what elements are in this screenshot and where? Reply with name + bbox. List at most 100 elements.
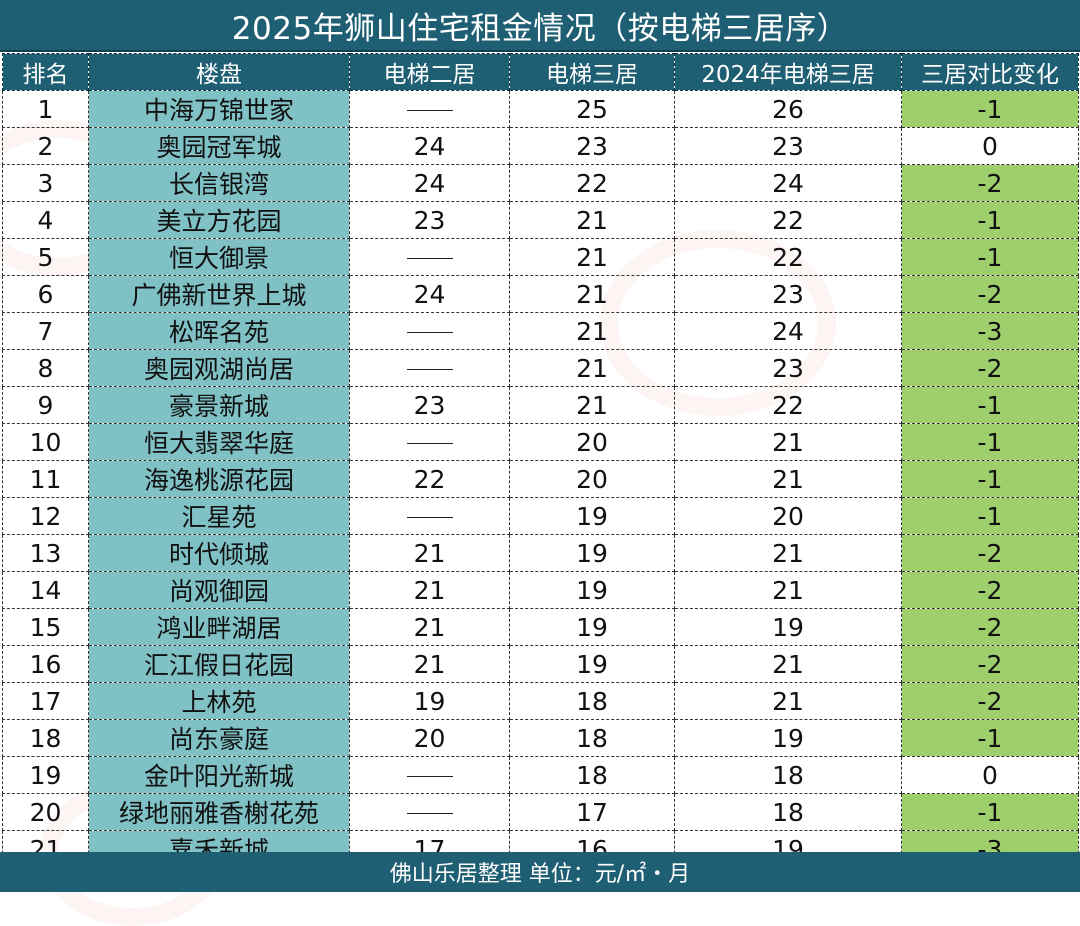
two-bedroom-cell: 20	[349, 719, 510, 757]
three-bedroom-cell: 19	[509, 608, 675, 646]
rank-cell: 3	[2, 164, 89, 202]
name-cell: 恒大御景	[88, 238, 350, 276]
table-row: 18 尚东豪庭 20 18 19 -1	[2, 719, 1079, 757]
rank-cell: 17	[2, 682, 89, 720]
change-cell: -2	[901, 164, 1079, 202]
rank-cell: 18	[2, 719, 89, 757]
three-bedroom-cell: 18	[509, 719, 675, 757]
empty-dash	[406, 332, 453, 333]
prev-three-bedroom-cell: 19	[674, 719, 902, 757]
three-bedroom-cell: 21	[509, 312, 675, 350]
table-row: 4 美立方花园 23 21 22 -1	[2, 201, 1079, 239]
table-row: 7 松晖名苑 21 24 -3	[2, 312, 1079, 350]
table-row: 10 恒大翡翠华庭 20 21 -1	[2, 423, 1079, 461]
prev-three-bedroom-cell: 22	[674, 386, 902, 424]
rank-cell: 6	[2, 275, 89, 313]
table-row: 9 豪景新城 23 21 22 -1	[2, 386, 1079, 424]
header-two-bedroom: 电梯二居	[349, 53, 510, 91]
change-cell: -1	[901, 719, 1079, 757]
name-cell: 美立方花园	[88, 201, 350, 239]
empty-dash	[406, 813, 453, 814]
three-bedroom-cell: 18	[509, 756, 675, 794]
change-cell: -1	[901, 90, 1079, 128]
change-cell: -1	[901, 460, 1079, 498]
rank-cell: 4	[2, 201, 89, 239]
change-cell: -2	[901, 534, 1079, 572]
table-row: 20 绿地丽雅香榭花苑 17 18 -1	[2, 793, 1079, 831]
two-bedroom-cell	[349, 793, 510, 831]
table-row: 11 海逸桃源花园 22 20 21 -1	[2, 460, 1079, 498]
three-bedroom-cell: 21	[509, 201, 675, 239]
prev-three-bedroom-cell: 18	[674, 793, 902, 831]
two-bedroom-cell: 21	[349, 645, 510, 683]
prev-three-bedroom-cell: 22	[674, 201, 902, 239]
table-row: 6 广佛新世界上城 24 21 23 -2	[2, 275, 1079, 313]
two-bedroom-cell: 24	[349, 127, 510, 165]
rank-cell: 7	[2, 312, 89, 350]
change-cell: 0	[901, 756, 1079, 794]
name-cell: 豪景新城	[88, 386, 350, 424]
prev-three-bedroom-cell: 22	[674, 238, 902, 276]
name-cell: 尚观御园	[88, 571, 350, 609]
table-row: 2 奥园冠军城 24 23 23 0	[2, 127, 1079, 165]
table-row: 19 金叶阳光新城 18 18 0	[2, 756, 1079, 794]
two-bedroom-cell	[349, 756, 510, 794]
three-bedroom-cell: 20	[509, 460, 675, 498]
change-cell: -1	[901, 793, 1079, 831]
change-cell: -1	[901, 201, 1079, 239]
name-cell: 时代倾城	[88, 534, 350, 572]
empty-dash	[406, 110, 453, 111]
two-bedroom-cell: 21	[349, 608, 510, 646]
empty-dash	[406, 776, 453, 777]
prev-three-bedroom-cell: 24	[674, 164, 902, 202]
rank-cell: 1	[2, 90, 89, 128]
three-bedroom-cell: 18	[509, 682, 675, 720]
table-row: 12 汇星苑 19 20 -1	[2, 497, 1079, 535]
table-row: 5 恒大御景 21 22 -1	[2, 238, 1079, 276]
name-cell: 尚东豪庭	[88, 719, 350, 757]
header-2024-three-bedroom: 2024年电梯三居	[674, 53, 902, 91]
prev-three-bedroom-cell: 21	[674, 534, 902, 572]
empty-dash	[406, 258, 453, 259]
prev-three-bedroom-cell: 21	[674, 645, 902, 683]
prev-three-bedroom-cell: 23	[674, 349, 902, 387]
rank-cell: 2	[2, 127, 89, 165]
rank-cell: 15	[2, 608, 89, 646]
rank-cell: 20	[2, 793, 89, 831]
rent-table: 排名 楼盘 电梯二居 电梯三居 2024年电梯三居 三居对比变化 1 中海万锦世家…	[2, 53, 1079, 868]
name-cell: 广佛新世界上城	[88, 275, 350, 313]
two-bedroom-cell: 23	[349, 386, 510, 424]
change-cell: 0	[901, 127, 1079, 165]
table-row: 8 奥园观湖尚居 21 23 -2	[2, 349, 1079, 387]
empty-dash	[406, 369, 453, 370]
name-cell: 奥园冠军城	[88, 127, 350, 165]
three-bedroom-cell: 21	[509, 349, 675, 387]
three-bedroom-cell: 25	[509, 90, 675, 128]
table-row: 13 时代倾城 21 19 21 -2	[2, 534, 1079, 572]
change-cell: -1	[901, 423, 1079, 461]
prev-three-bedroom-cell: 21	[674, 682, 902, 720]
change-cell: -2	[901, 645, 1079, 683]
prev-three-bedroom-cell: 21	[674, 571, 902, 609]
name-cell: 上林苑	[88, 682, 350, 720]
three-bedroom-cell: 22	[509, 164, 675, 202]
table-row: 17 上林苑 19 18 21 -2	[2, 682, 1079, 720]
change-cell: -2	[901, 571, 1079, 609]
name-cell: 汇江假日花园	[88, 645, 350, 683]
name-cell: 海逸桃源花园	[88, 460, 350, 498]
table-row: 21 嘉禾新城 17 16 19 -3	[2, 830, 1079, 868]
rank-cell: 14	[2, 571, 89, 609]
table-row: 16 汇江假日花园 21 19 21 -2	[2, 645, 1079, 683]
two-bedroom-cell	[349, 349, 510, 387]
change-cell: -1	[901, 238, 1079, 276]
three-bedroom-cell: 21	[509, 386, 675, 424]
three-bedroom-cell: 17	[509, 793, 675, 831]
name-cell: 绿地丽雅香榭花苑	[88, 793, 350, 831]
change-cell: -3	[901, 312, 1079, 350]
rank-cell: 8	[2, 349, 89, 387]
three-bedroom-cell: 19	[509, 645, 675, 683]
three-bedroom-cell: 19	[509, 497, 675, 535]
rank-cell: 9	[2, 386, 89, 424]
change-cell: -2	[901, 275, 1079, 313]
two-bedroom-cell: 19	[349, 682, 510, 720]
